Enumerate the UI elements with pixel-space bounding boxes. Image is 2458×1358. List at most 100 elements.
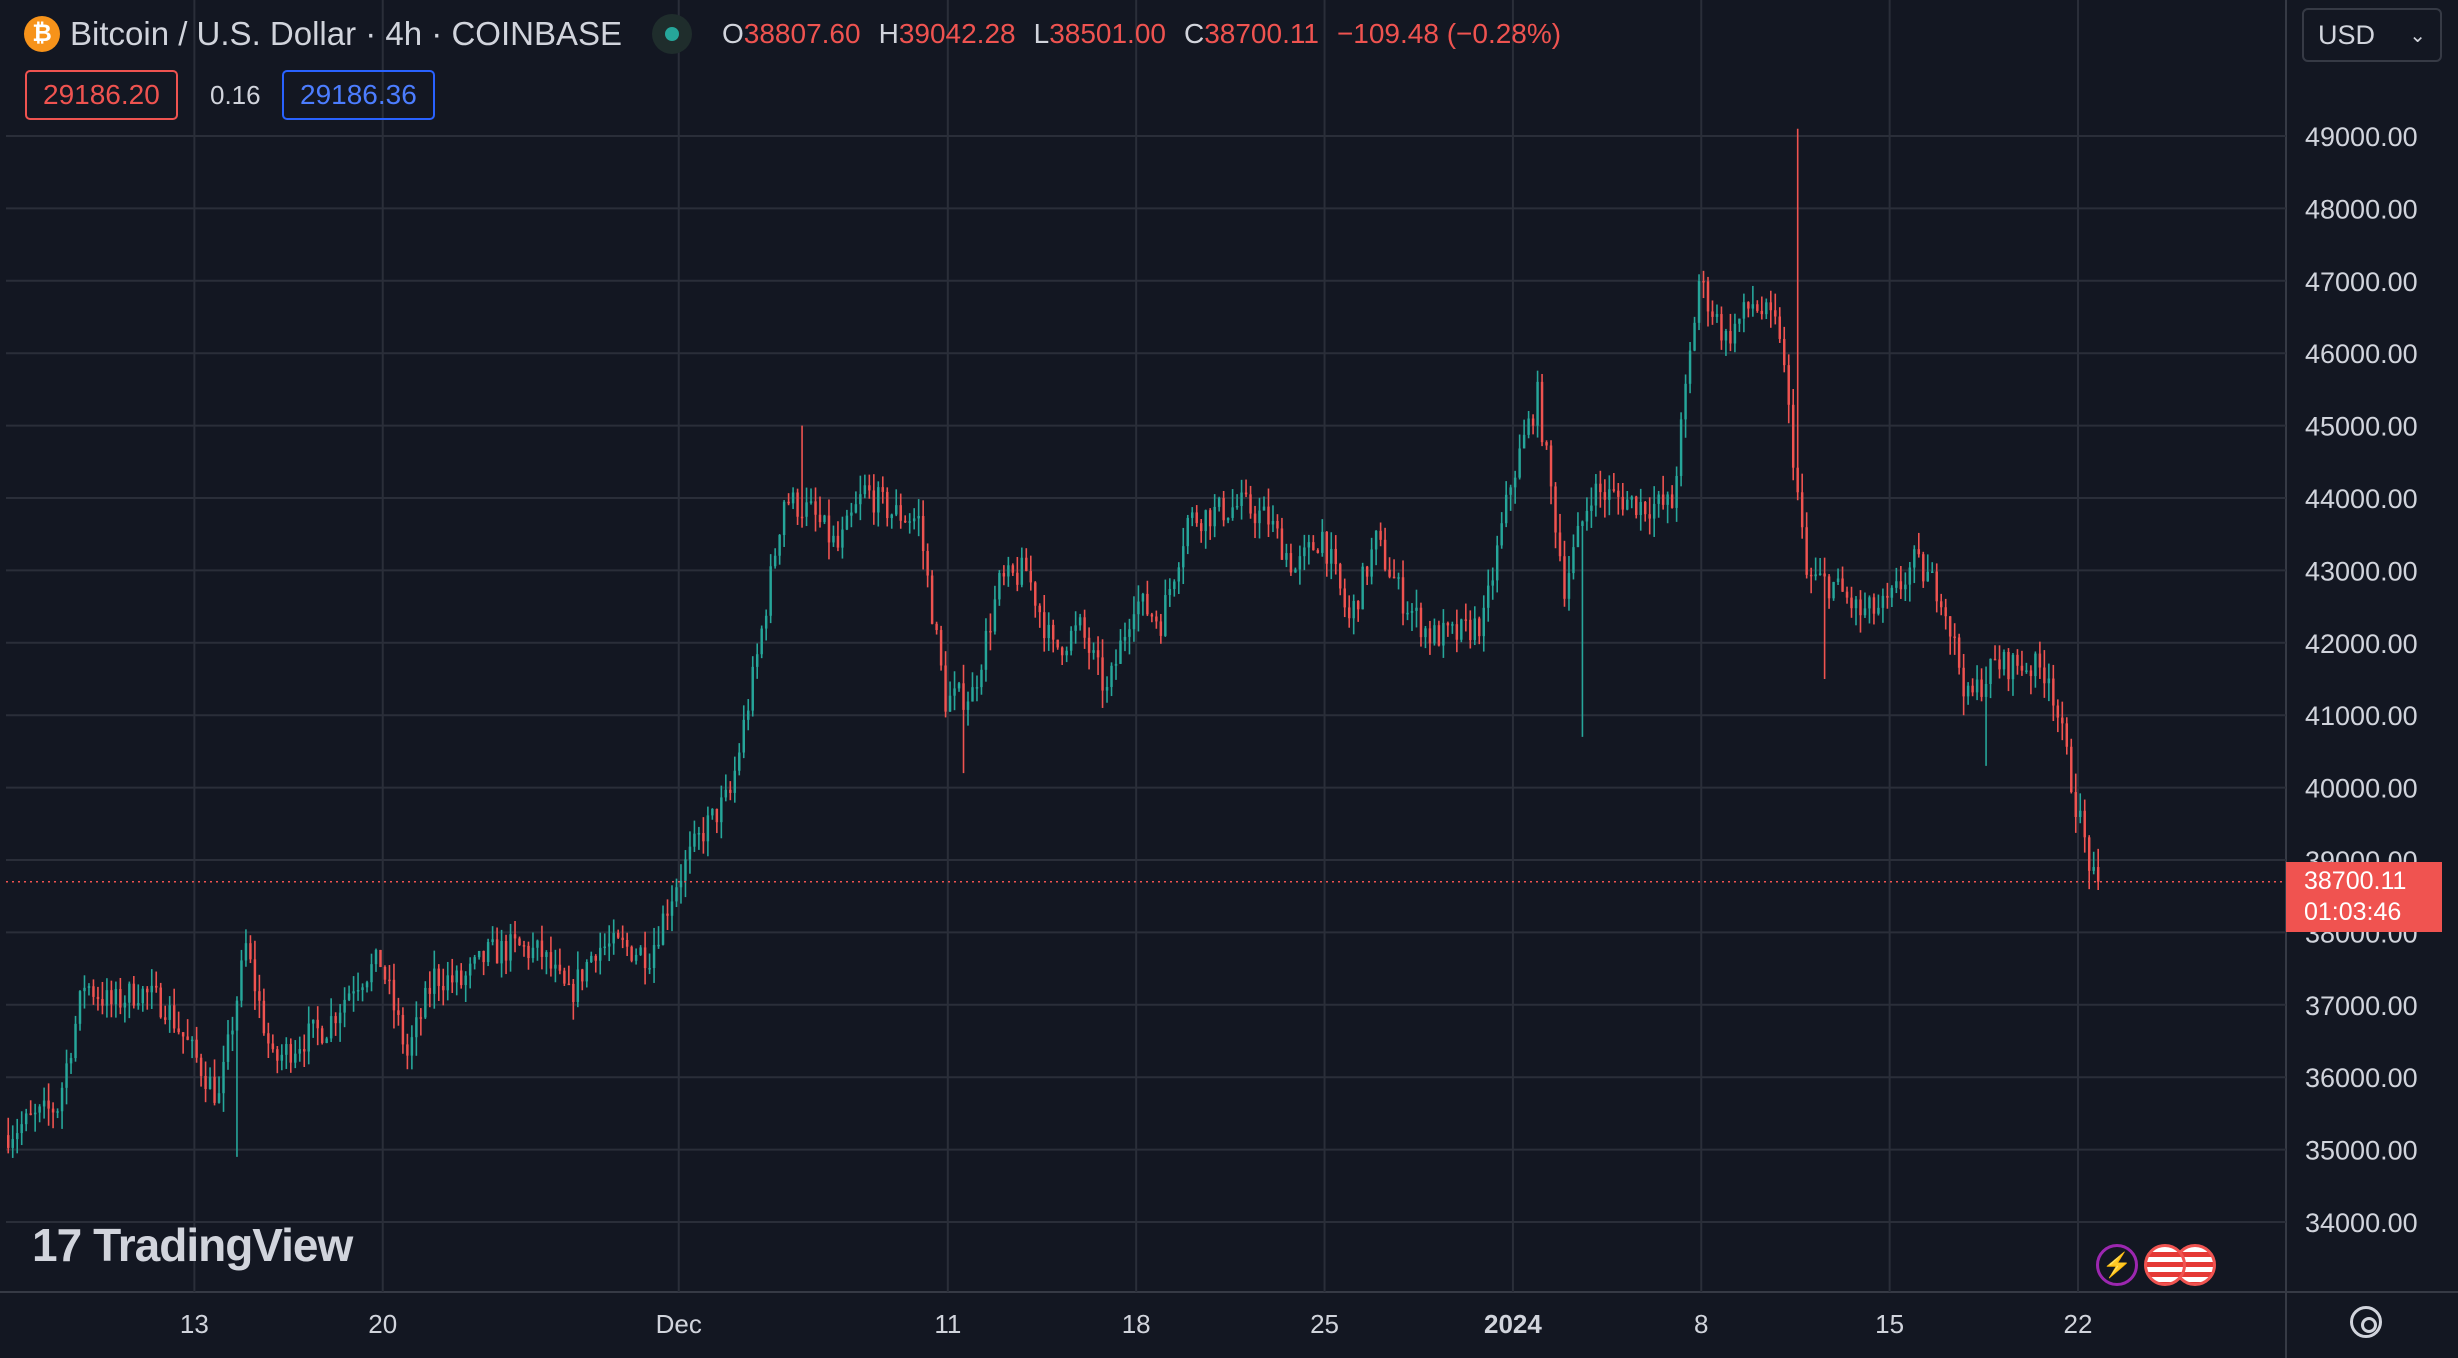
candle-body bbox=[307, 1023, 310, 1052]
price-axis[interactable]: 34000.0035000.0036000.0037000.0038000.00… bbox=[2305, 122, 2418, 1238]
candle-body bbox=[311, 1019, 315, 1024]
candle-body bbox=[527, 945, 530, 959]
candle-body bbox=[1096, 650, 1100, 658]
candle-body bbox=[2052, 678, 2055, 706]
candle-body bbox=[83, 987, 86, 992]
candle-body bbox=[276, 1049, 279, 1061]
sell-quote[interactable]: 29186.20 bbox=[25, 70, 178, 120]
buy-quote[interactable]: 29186.36 bbox=[282, 70, 435, 120]
candle-body bbox=[850, 512, 853, 516]
candle-body bbox=[1110, 665, 1113, 687]
candle-body bbox=[621, 937, 624, 940]
candle-body bbox=[428, 987, 432, 994]
candle-body bbox=[1670, 494, 1674, 508]
candle-body bbox=[51, 1108, 55, 1113]
candle-body bbox=[262, 1000, 266, 1034]
tradingview-logo[interactable]: 17 TradingView bbox=[32, 1218, 353, 1272]
candle-body bbox=[778, 535, 781, 556]
candle-body bbox=[1567, 573, 1571, 599]
ask-price[interactable]: 29186.36 bbox=[282, 70, 435, 120]
candle-body bbox=[670, 901, 674, 916]
symbol-title[interactable]: Bitcoin / U.S. Dollar · 4h · COINBASE bbox=[70, 15, 622, 52]
candle-body bbox=[1908, 567, 1912, 585]
candle-body bbox=[1240, 492, 1243, 506]
candle-body bbox=[96, 996, 100, 1000]
candle-body bbox=[1720, 314, 1723, 341]
candle-body bbox=[2087, 837, 2091, 871]
candle-body bbox=[1321, 531, 1324, 553]
candle-body bbox=[854, 504, 858, 513]
x-tick-label: Dec bbox=[656, 1309, 702, 1339]
candle-body bbox=[92, 986, 95, 997]
candle-body bbox=[1617, 490, 1620, 497]
candle-body bbox=[190, 1039, 194, 1042]
candle-body bbox=[47, 1100, 50, 1109]
candle-body bbox=[163, 1017, 167, 1020]
candle-body bbox=[374, 949, 378, 965]
gear-icon[interactable] bbox=[2350, 1306, 2382, 1338]
candle-body bbox=[1643, 502, 1647, 515]
spread-value: 0.16 bbox=[210, 79, 261, 110]
candle-body bbox=[303, 1049, 306, 1052]
candle-body bbox=[1706, 281, 1710, 312]
candle-body bbox=[1621, 496, 1625, 510]
y-tick-label: 46000.00 bbox=[2305, 339, 2418, 369]
candle-body bbox=[1527, 418, 1530, 435]
candle-body bbox=[150, 985, 153, 993]
candle-body bbox=[1504, 494, 1508, 524]
candle-body bbox=[522, 945, 526, 947]
candle-body bbox=[1325, 531, 1329, 564]
candle-body bbox=[1253, 513, 1257, 524]
candle-body bbox=[1343, 588, 1346, 608]
candle-body bbox=[110, 990, 113, 1005]
candle-body bbox=[1675, 475, 1678, 508]
candle-body bbox=[733, 770, 737, 793]
x-tick-label: 8 bbox=[1694, 1309, 1708, 1339]
candle-body bbox=[1114, 663, 1118, 666]
candle-body bbox=[1944, 607, 1947, 617]
candle-body bbox=[244, 943, 248, 961]
candle-body bbox=[473, 957, 476, 964]
currency-select[interactable]: USD ⌄ bbox=[2302, 8, 2442, 62]
bid-price[interactable]: 29186.20 bbox=[25, 70, 178, 120]
candle-body bbox=[235, 1000, 239, 1031]
candle-body bbox=[1437, 625, 1441, 646]
candle-body bbox=[948, 695, 952, 712]
candle-body bbox=[1599, 483, 1602, 493]
lightning-icon[interactable]: ⚡ bbox=[2096, 1244, 2138, 1286]
x-tick-label: 13 bbox=[180, 1309, 209, 1339]
candle-body bbox=[576, 969, 580, 1002]
candle-body bbox=[20, 1124, 23, 1134]
candle-body bbox=[361, 987, 364, 991]
candle-body bbox=[1078, 617, 1082, 626]
candle-body bbox=[540, 940, 544, 957]
candle-body bbox=[1531, 418, 1535, 426]
candle-body bbox=[1424, 628, 1427, 638]
candle-body bbox=[1289, 553, 1293, 573]
candle-body bbox=[585, 961, 589, 982]
time-axis[interactable]: 13 20 Dec 11 18 25 2024 8 15 22 bbox=[180, 1309, 2093, 1339]
candle-body bbox=[962, 683, 965, 710]
candle-body bbox=[1572, 547, 1575, 574]
candle-body bbox=[2002, 651, 2006, 670]
candle-body bbox=[1971, 685, 1974, 693]
market-status-icon[interactable] bbox=[652, 14, 692, 54]
candle-body bbox=[69, 1058, 73, 1064]
chart-legend-header: ₿ Bitcoin / U.S. Dollar · 4h · COINBASE … bbox=[24, 12, 1561, 56]
candle-body bbox=[2070, 746, 2073, 793]
candle-body bbox=[796, 492, 799, 517]
us-flag-icon[interactable] bbox=[2144, 1244, 2186, 1286]
candle-body bbox=[334, 1016, 337, 1024]
candle-body bbox=[383, 967, 387, 980]
candle-body bbox=[1890, 587, 1894, 598]
candle-body bbox=[379, 949, 382, 968]
ohlc-values: O 38807.60 H 39042.28 L 38501.00 C 38700.11 … bbox=[722, 18, 1561, 50]
candle-body bbox=[298, 1049, 301, 1054]
candle-body bbox=[356, 990, 360, 992]
candle-body bbox=[60, 1087, 64, 1112]
y-tick-label: 37000.00 bbox=[2305, 991, 2418, 1021]
candle-body bbox=[787, 501, 790, 504]
candle-body bbox=[1850, 597, 1853, 609]
candle-body bbox=[1590, 505, 1593, 511]
